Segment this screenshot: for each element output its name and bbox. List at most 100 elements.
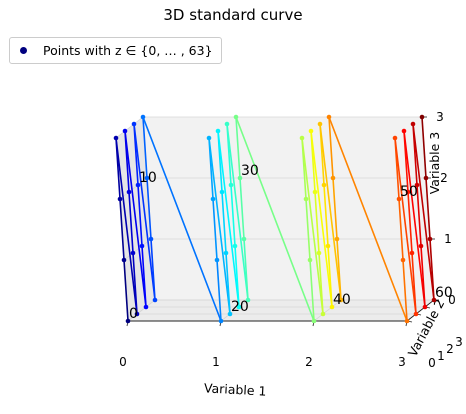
- curve-segment: [332, 177, 338, 240]
- curve-point: [117, 196, 123, 202]
- curve-segment: [235, 116, 241, 179]
- curve-segment: [328, 116, 408, 322]
- curve-segment: [319, 123, 342, 301]
- curve-segment: [119, 198, 125, 261]
- annotation-label: 40: [333, 292, 351, 308]
- curve-segment: [301, 137, 324, 315]
- curve-point: [316, 250, 322, 256]
- curve-segment: [305, 198, 311, 261]
- curve-segment: [243, 238, 249, 301]
- curve-point: [245, 297, 251, 303]
- curve-segment: [212, 198, 218, 261]
- z-axis-label: Variable 3: [427, 132, 442, 195]
- curve-point: [418, 243, 424, 249]
- curve-segment: [124, 130, 147, 308]
- curve-point: [122, 128, 128, 134]
- curve-point: [410, 121, 416, 127]
- curve-segment: [403, 130, 426, 308]
- curve-segment: [150, 238, 156, 301]
- curve-segment: [310, 130, 333, 308]
- curve-point: [130, 250, 136, 256]
- y-tick-label: 3: [455, 335, 463, 349]
- curve-point: [326, 114, 332, 120]
- curve-point: [241, 236, 247, 242]
- z-grid-line: [115, 116, 144, 139]
- annotation-label: 20: [231, 299, 249, 315]
- curve-segment: [420, 245, 426, 308]
- curve-point: [223, 250, 229, 256]
- curve-point: [148, 236, 154, 242]
- curve-point: [135, 182, 141, 188]
- curve-point: [401, 128, 407, 134]
- z-tick-label: 2: [440, 171, 448, 185]
- curve-point: [427, 236, 433, 242]
- curve-point: [303, 196, 309, 202]
- curve-point: [404, 318, 410, 324]
- curve-segment: [314, 191, 320, 254]
- annotation-label: 60: [435, 285, 453, 301]
- curve-point: [409, 250, 415, 256]
- curve-point: [311, 318, 317, 324]
- curve-point: [317, 121, 323, 127]
- curve-point: [237, 175, 243, 181]
- chart-title: 3D standard curve: [163, 6, 303, 24]
- curve-point: [227, 311, 233, 317]
- curve-point: [228, 182, 234, 188]
- annotation-label: 10: [139, 170, 157, 186]
- curve-point: [140, 114, 146, 120]
- annotation-label: 30: [241, 163, 259, 179]
- curve-point: [131, 121, 137, 127]
- curve-points: [113, 114, 437, 324]
- x-axis-label: Variable 1: [204, 380, 267, 398]
- z-tick-label: 3: [436, 110, 444, 124]
- curve-point: [392, 135, 398, 141]
- legend: Points with z ∈ {0, … , 63}: [9, 37, 222, 64]
- curve-segment: [411, 252, 417, 315]
- curve-point: [321, 182, 327, 188]
- curve-segment: [407, 191, 413, 254]
- curve-point: [423, 175, 429, 181]
- curve-point: [232, 243, 238, 249]
- curve-point: [113, 135, 119, 141]
- curve-point: [307, 257, 313, 263]
- curve-point: [334, 236, 340, 242]
- curve-segment: [323, 184, 329, 247]
- curve-segment: [225, 252, 231, 315]
- curve-segment: [416, 184, 422, 247]
- curve-segment: [412, 123, 435, 301]
- curve-point: [125, 318, 131, 324]
- point-annotations: 0 10 20 30 40 50 60: [129, 163, 453, 322]
- curve-point: [431, 297, 437, 303]
- curve-point: [312, 189, 318, 195]
- x-tick-label: 1: [212, 355, 220, 369]
- curve-segment: [115, 137, 138, 315]
- curve-point: [308, 128, 314, 134]
- curve-segment: [133, 123, 156, 301]
- curve-segment: [217, 130, 240, 308]
- curve-segments: [115, 116, 435, 322]
- curve-point: [329, 304, 335, 310]
- curve-point: [400, 257, 406, 263]
- curve-point: [422, 304, 428, 310]
- curve-segment: [394, 137, 417, 315]
- curve-point: [338, 297, 344, 303]
- annotation-label: 50: [400, 184, 418, 200]
- curve-segment: [123, 259, 129, 322]
- curve-segment: [221, 191, 227, 254]
- curve-segment: [226, 123, 249, 301]
- back-pane: [143, 117, 434, 300]
- curve-segment: [137, 184, 143, 247]
- curve-point: [139, 243, 145, 249]
- curve-segment: [425, 177, 431, 240]
- y-tick-label: 1: [437, 349, 445, 363]
- curve-point: [396, 196, 402, 202]
- curve-segment: [142, 116, 148, 179]
- curve-point: [218, 318, 224, 324]
- curve-point: [144, 175, 150, 181]
- annotation-label: 0: [129, 306, 138, 322]
- curve-point: [143, 304, 149, 310]
- x-tick-label: 3: [398, 355, 406, 369]
- curve-segment: [142, 116, 222, 322]
- curve-point: [206, 135, 212, 141]
